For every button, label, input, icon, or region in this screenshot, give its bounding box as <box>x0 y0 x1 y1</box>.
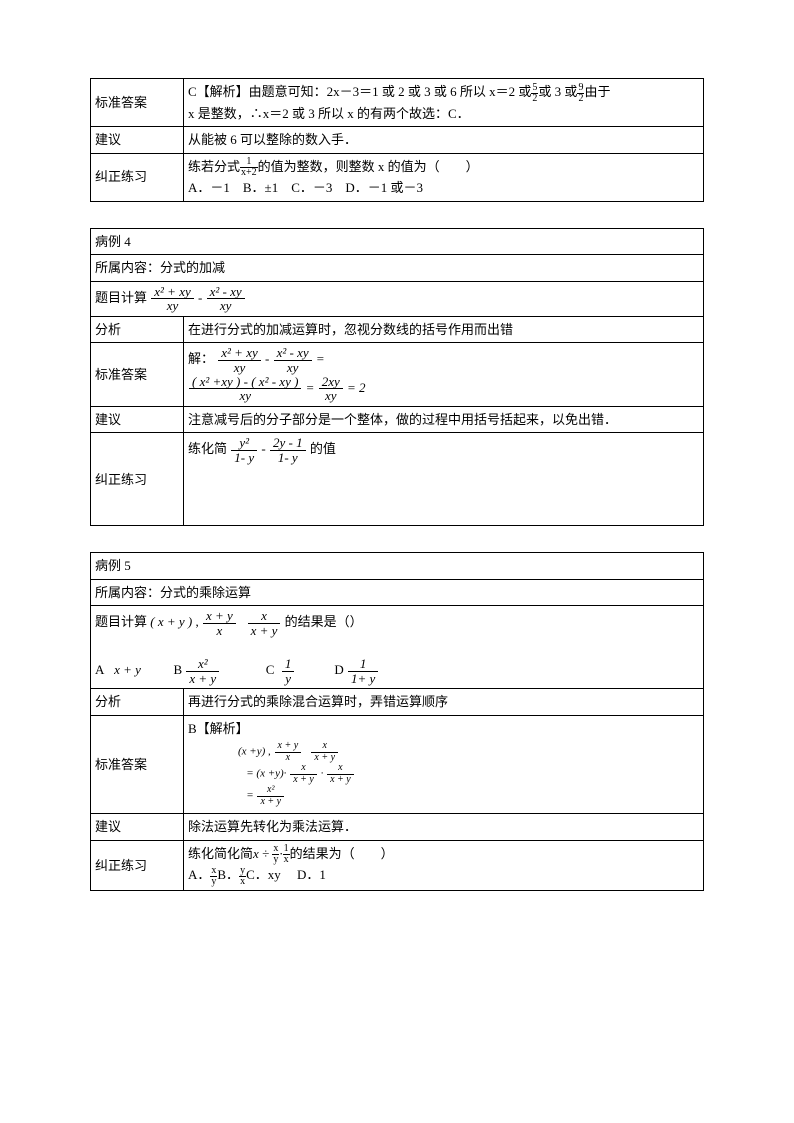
practice-label: 纠正练习 <box>91 153 184 201</box>
case5-table: 病例 5 所属内容：分式的乘除运算 题目计算 ( x + y ) , x + y… <box>90 552 704 891</box>
suggest-label: 建议 <box>91 127 184 154</box>
suggest-label-4: 建议 <box>91 406 184 433</box>
case5-question: 题目计算 ( x + y ) , x + yx xx + y 的结果是（） A … <box>91 606 704 689</box>
answer-label-5: 标准答案 <box>91 715 184 814</box>
answer-label-4: 标准答案 <box>91 343 184 407</box>
case5-suggest: 除法运算先转化为乘法运算． <box>184 814 704 841</box>
answer-label: 标准答案 <box>91 79 184 127</box>
case4-belongs: 所属内容：分式的加减 <box>91 255 704 282</box>
case5-practice: 练化简化简x ÷ xy·1x的结果为（ ） A．xyB．yxC．xy D．1 <box>184 840 704 890</box>
case3-table: 标准答案 C【解析】由题意可知：2x－3＝1 或 2 或 3 或 6 所以 x＝… <box>90 78 704 202</box>
case4-answer: 解： x² + xyxy - x² - xyxy = ( x² +xy ) - … <box>184 343 704 407</box>
case5-answer: B【解析】 (x +y) , x + yx xx + y = (x +y)· x… <box>184 715 704 814</box>
case3-answer: C【解析】由题意可知：2x－3＝1 或 2 或 3 或 6 所以 x＝2 或52… <box>184 79 704 127</box>
case4-practice: 练化简 y²1- y - 2y - 11- y 的值 <box>184 433 704 526</box>
analysis-label: 分析 <box>91 316 184 343</box>
case4-analysis: 在进行分式的加减运算时，忽视分数线的括号作用而出错 <box>184 316 704 343</box>
suggest-label-5: 建议 <box>91 814 184 841</box>
case5-belongs: 所属内容：分式的乘除运算 <box>91 579 704 606</box>
practice-label-4: 纠正练习 <box>91 433 184 526</box>
case4-suggest: 注意减号后的分子部分是一个整体，做的过程中用括号括起来，以免出错． <box>184 406 704 433</box>
analysis-label-5: 分析 <box>91 689 184 716</box>
case4-table: 病例 4 所属内容：分式的加减 题目计算 x² + xyxy - x² - xy… <box>90 228 704 527</box>
case3-suggest: 从能被 6 可以整除的数入手． <box>184 127 704 154</box>
case4-question: 题目计算 x² + xyxy - x² - xyxy <box>91 281 704 316</box>
case5-analysis: 再进行分式的乘除混合运算时，弄错运算顺序 <box>184 689 704 716</box>
case3-practice: 练若分式1x+2的值为整数，则整数 x 的值为（ ） A．－1 B．±1 C．－… <box>184 153 704 201</box>
case5-title: 病例 5 <box>91 553 704 580</box>
case4-title: 病例 4 <box>91 228 704 255</box>
practice-label-5: 纠正练习 <box>91 840 184 890</box>
